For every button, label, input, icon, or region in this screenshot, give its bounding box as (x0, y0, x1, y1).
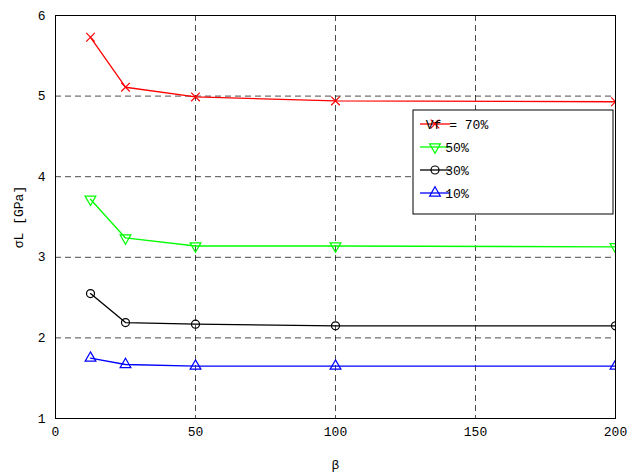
svg-text:50: 50 (188, 425, 204, 440)
svg-text:σL [GPa]: σL [GPa] (12, 186, 27, 248)
svg-text:5: 5 (38, 89, 46, 104)
svg-text:30%: 30% (445, 164, 469, 179)
svg-text:3: 3 (38, 250, 46, 265)
svg-text:6: 6 (38, 9, 46, 24)
svg-text:4: 4 (38, 170, 46, 185)
svg-text:100: 100 (324, 425, 347, 440)
svg-text:2: 2 (38, 331, 46, 346)
svg-text:10%: 10% (445, 187, 469, 202)
svg-text:1: 1 (38, 412, 46, 427)
svg-text:200: 200 (604, 425, 627, 440)
svg-text:β: β (332, 458, 340, 473)
svg-text:0: 0 (52, 425, 60, 440)
svg-text:50%: 50% (445, 141, 469, 156)
svg-text:Vf = 70%: Vf = 70% (426, 118, 489, 133)
svg-text:150: 150 (464, 425, 487, 440)
